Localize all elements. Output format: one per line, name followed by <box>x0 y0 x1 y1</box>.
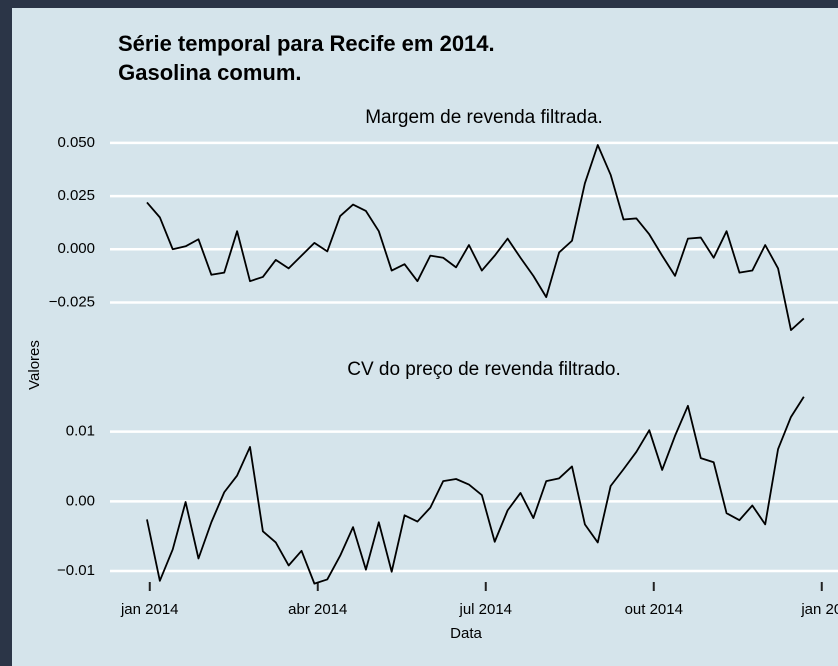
panel-subtitle: Margem de revenda filtrada. <box>365 107 603 128</box>
x-tick-label: out 2014 <box>625 601 683 618</box>
y-tick-label: 0.025 <box>57 187 95 204</box>
y-tick-label: 0.000 <box>57 240 95 257</box>
background <box>12 8 838 666</box>
y-tick-label: 0.01 <box>66 423 95 440</box>
y-tick-label: 0.00 <box>66 492 95 509</box>
panel-subtitle: CV do preço de revenda filtrado. <box>347 359 621 380</box>
y-tick-label: −0.01 <box>57 562 95 579</box>
x-axis-label: Data <box>450 625 482 642</box>
chart-title: Gasolina comum. <box>112 60 302 85</box>
x-tick-label: jul 2014 <box>458 601 512 618</box>
y-tick-label: −0.025 <box>49 293 95 310</box>
y-tick-label: 0.050 <box>57 134 95 151</box>
chart-title: Série temporal para Recife em 2014. <box>118 31 495 56</box>
x-tick-label: abr 2014 <box>288 601 347 618</box>
line <box>146 396 805 585</box>
y-axis-label: Valores <box>26 340 43 390</box>
x-tick-label: jan 2014 <box>120 601 179 618</box>
line <box>146 144 805 332</box>
x-tick-label: jan 20 <box>800 601 838 618</box>
